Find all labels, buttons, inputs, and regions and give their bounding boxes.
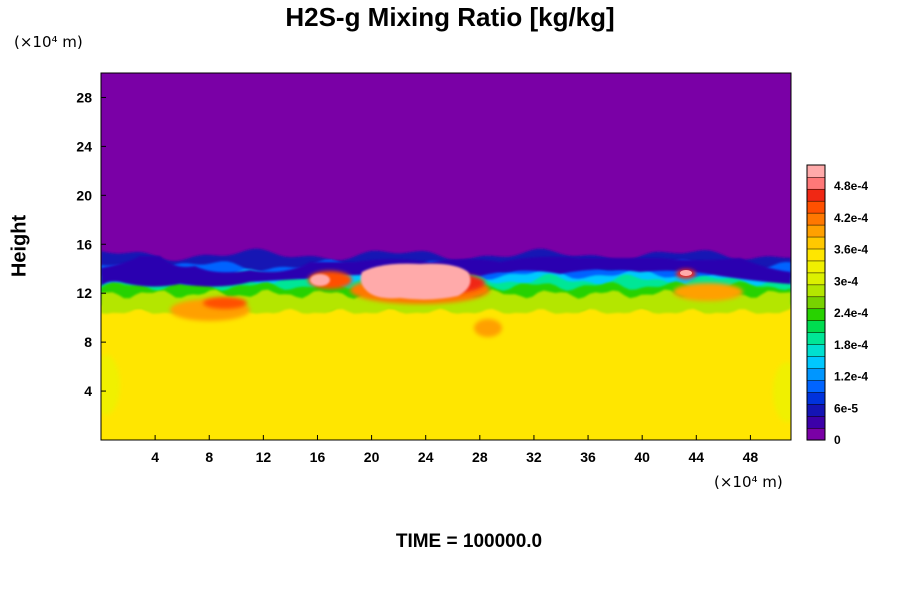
colorbar-swatch bbox=[806, 344, 826, 357]
x-tick-label: 8 bbox=[205, 449, 213, 465]
colorbar-swatch bbox=[806, 176, 826, 190]
colorbar-tick-label: 3.6e-4 bbox=[834, 243, 868, 257]
x-tick-label: 32 bbox=[526, 449, 542, 465]
colorbar-swatch bbox=[806, 188, 826, 202]
colorbar-tick-label: 3e-4 bbox=[834, 274, 858, 288]
plume-left-red bbox=[203, 297, 247, 309]
colorbar-tick-label: 2.4e-4 bbox=[834, 306, 868, 320]
y-tick-label: 20 bbox=[76, 187, 92, 203]
plume-lower-orange bbox=[474, 319, 502, 337]
chart-title: H2S-g Mixing Ratio [kg/kg] bbox=[285, 2, 615, 32]
x-tick-label: 40 bbox=[634, 449, 650, 465]
colorbar-swatch bbox=[806, 332, 826, 345]
colorbar-swatch bbox=[806, 236, 826, 250]
colorbar-swatch bbox=[806, 308, 826, 321]
x-tick-label: 4 bbox=[151, 449, 159, 465]
plume-core-left bbox=[310, 274, 330, 286]
x-tick-label: 48 bbox=[743, 449, 759, 465]
colorbar-swatch bbox=[806, 224, 826, 238]
plot-frame bbox=[100, 72, 792, 441]
y-tick-label: 12 bbox=[76, 285, 92, 301]
colorbar-tick-label: 6e-5 bbox=[834, 401, 858, 415]
heatmap-field bbox=[101, 73, 791, 440]
colorbar-frame bbox=[806, 164, 826, 441]
colorbar-swatch bbox=[806, 391, 826, 405]
colorbar-tick-label: 0 bbox=[834, 433, 841, 447]
colorbar: 0 6e-5 1.2e-4 1.8e-4 2.4e-4 3e-4 3.6e-4 4.2e-4 4… bbox=[806, 164, 868, 447]
plume-core-right bbox=[680, 270, 692, 276]
x-tick-label: 44 bbox=[689, 449, 705, 465]
colorbar-tick-label: 4.2e-4 bbox=[834, 211, 868, 225]
colorbar-swatch bbox=[806, 272, 826, 286]
y-tick-label: 24 bbox=[76, 138, 92, 154]
edge-blob-left bbox=[101, 355, 120, 415]
y-tick-label: 4 bbox=[84, 383, 92, 399]
y-tick-label: 8 bbox=[84, 334, 92, 350]
colorbar-swatch bbox=[806, 296, 826, 310]
colorbar-swatch bbox=[806, 260, 826, 274]
colorbar-tick-label: 1.2e-4 bbox=[834, 370, 868, 384]
y-tick-label: 28 bbox=[76, 89, 92, 105]
y-tick-label: 16 bbox=[76, 236, 92, 252]
edge-blob-right bbox=[773, 362, 791, 422]
colorbar-swatch bbox=[806, 415, 826, 429]
colorbar-swatch bbox=[806, 212, 826, 226]
colorbar-swatch bbox=[806, 200, 826, 214]
x-axis-unit: (×10⁴ m) bbox=[714, 473, 783, 491]
colorbar-swatch bbox=[806, 248, 826, 262]
colorbar-swatch bbox=[806, 164, 826, 178]
colorbar-swatch bbox=[806, 379, 826, 393]
colorbar-tick-label: 4.8e-4 bbox=[834, 179, 868, 193]
plume-right-orange bbox=[673, 283, 743, 301]
plume-core-center bbox=[360, 263, 471, 300]
colorbar-swatch bbox=[806, 356, 826, 369]
colorbar-swatch bbox=[806, 284, 826, 298]
x-tick-label: 16 bbox=[310, 449, 326, 465]
colorbar-swatch bbox=[806, 368, 826, 381]
x-tick-label: 24 bbox=[418, 449, 434, 465]
y-axis-unit: (×10⁴ m) bbox=[14, 33, 83, 51]
colorbar-swatch bbox=[806, 403, 826, 417]
colorbar-swatch bbox=[806, 320, 826, 333]
x-tick-label: 28 bbox=[472, 449, 488, 465]
colorbar-tick-label: 1.8e-4 bbox=[834, 338, 868, 352]
x-tick-label: 36 bbox=[580, 449, 596, 465]
colorbar-swatch bbox=[806, 427, 826, 441]
time-label: TIME = 100000.0 bbox=[395, 531, 543, 552]
x-tick-label: 12 bbox=[256, 449, 272, 465]
x-tick-label: 20 bbox=[364, 449, 380, 465]
